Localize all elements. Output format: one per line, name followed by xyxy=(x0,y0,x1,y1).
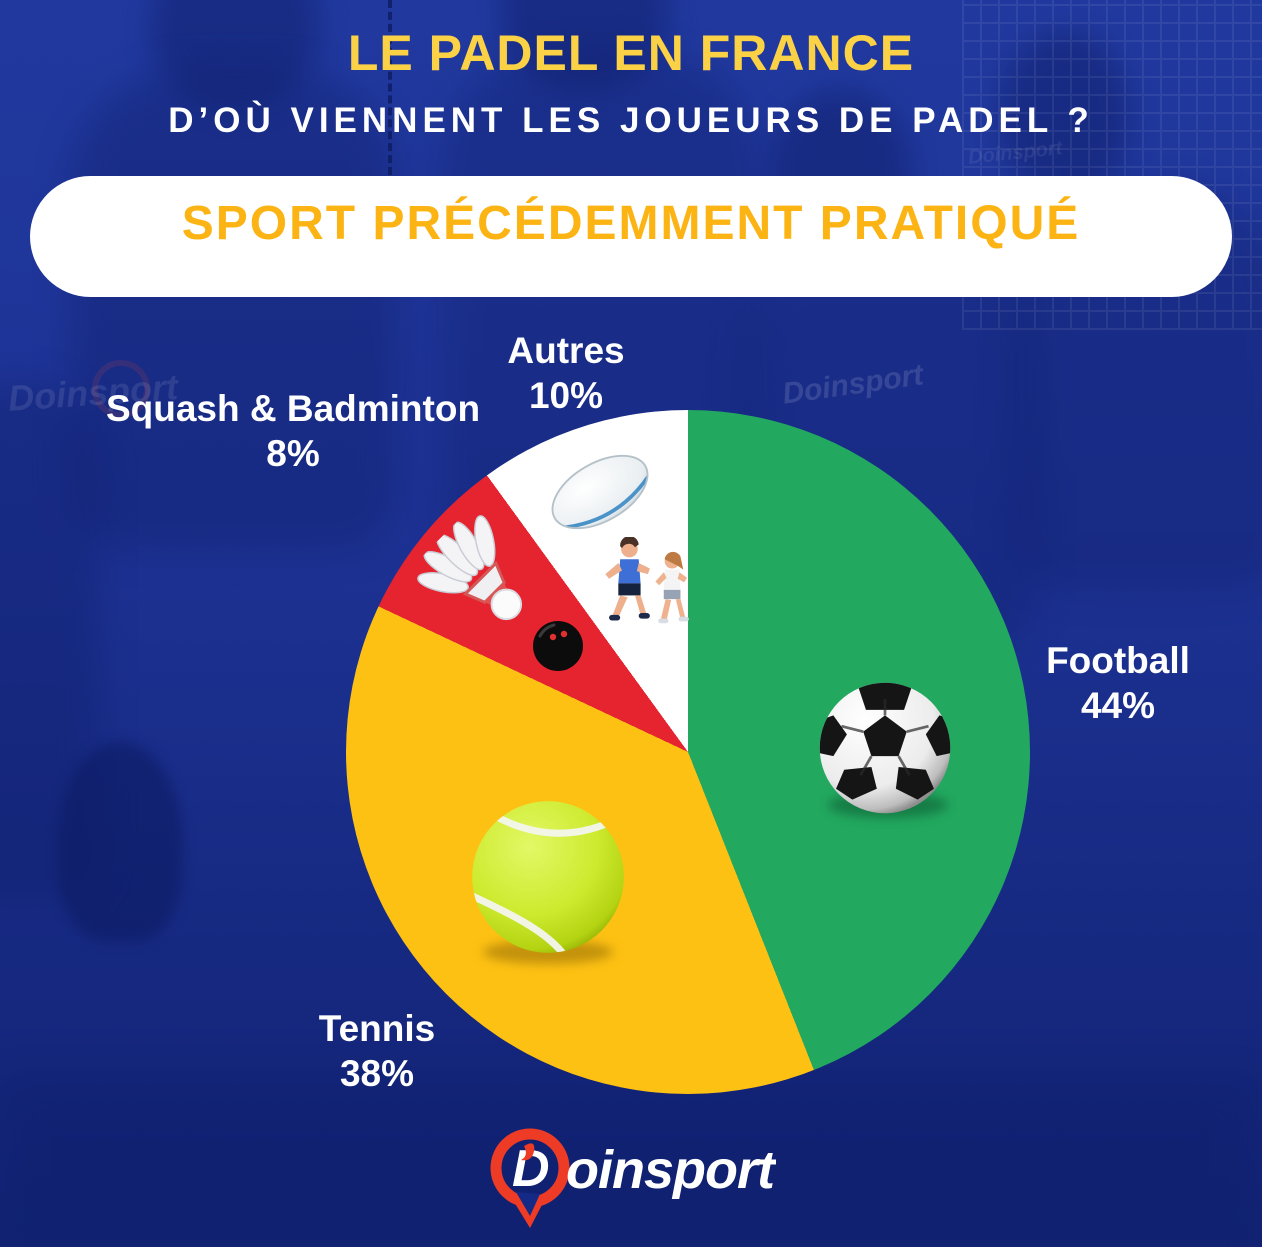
pie-label-value: 38% xyxy=(339,1053,415,1094)
rugby-ball-icon xyxy=(540,454,660,530)
pie-label-value: 10% xyxy=(528,375,604,416)
section-banner: SPORT PRÉCÉDEMMENT PRATIQUÉ xyxy=(30,176,1232,297)
location-pin-icon xyxy=(490,1128,570,1228)
pie-label-value: 8% xyxy=(266,433,320,474)
soccer-ball-icon xyxy=(819,682,951,814)
pie-label-name: Football xyxy=(1046,640,1190,681)
pie-label-name: Squash & Badminton xyxy=(105,388,481,429)
background-shirt-text: Doinsport xyxy=(780,358,926,411)
background-padel-racket xyxy=(58,742,183,942)
section-banner-label: SPORT PRÉCÉDEMMENT PRATIQUÉ xyxy=(181,197,1081,250)
logo-text: oinsport xyxy=(566,1140,776,1200)
page-title: LE PADEL EN FRANCE xyxy=(347,25,915,81)
background-shirt-text: Doinsport xyxy=(967,137,1064,169)
pie-label-value: 44% xyxy=(1080,685,1156,726)
page-subtitle: D’OÙ VIENNENT LES JOUEURS DE PADEL ? xyxy=(168,101,1094,140)
pie-label-tennis: Tennis 38% xyxy=(319,1006,436,1096)
runners-icon xyxy=(605,536,689,624)
pie-label-autres: Autres 10% xyxy=(507,328,624,418)
doinsport-logo: D oinsport xyxy=(486,1124,778,1237)
squash-ball-icon xyxy=(533,621,583,671)
pie-label-football: Football 44% xyxy=(1046,638,1190,728)
tennis-ball-icon xyxy=(472,801,624,953)
pie-label-squash-badminton: Squash & Badminton 8% xyxy=(106,386,480,476)
shuttlecock-icon xyxy=(417,515,523,621)
pie-label-name: Tennis xyxy=(318,1008,436,1049)
pie-label-name: Autres xyxy=(507,330,625,371)
